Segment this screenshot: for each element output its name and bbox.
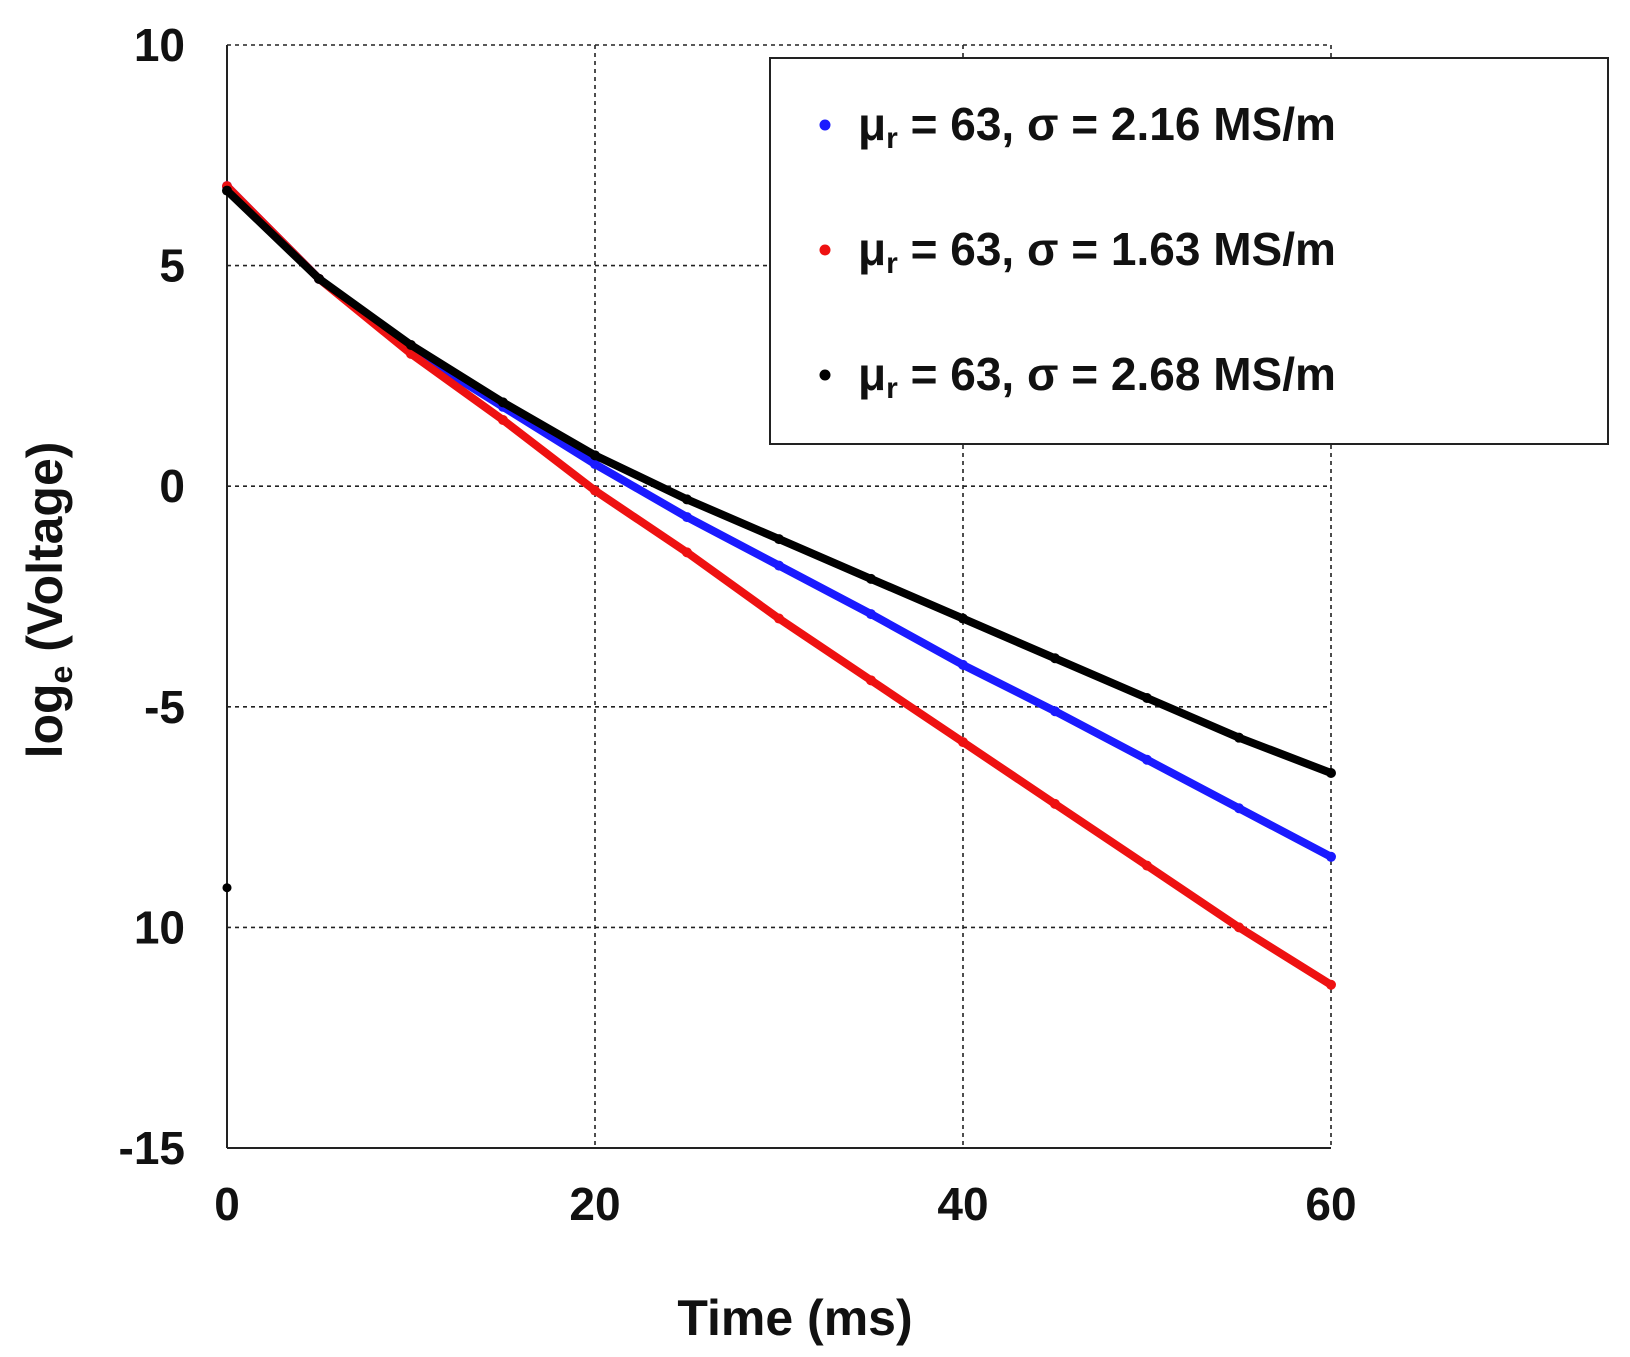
data-point — [682, 512, 692, 523]
y-tick-label: 10 — [134, 901, 185, 953]
data-point — [774, 560, 784, 571]
data-point — [1142, 754, 1152, 765]
ticks-layer: 10 5 0 -5 10 -15 0 20 40 60 — [119, 19, 1357, 1230]
data-point — [958, 659, 968, 670]
y-axis-title-main: log — [17, 683, 73, 758]
data-point — [1142, 860, 1152, 871]
y-tick-label: 0 — [159, 460, 185, 512]
data-point — [958, 737, 968, 748]
x-tick-label: 40 — [937, 1178, 988, 1230]
series-group — [222, 185, 1336, 778]
data-point — [1326, 979, 1336, 990]
y-tick-label: 10 — [134, 19, 185, 71]
y-axis-title-rest: (Voltage) — [17, 442, 73, 666]
legend-label-prefix: μ — [858, 98, 886, 150]
data-point — [590, 485, 600, 496]
outlier-point — [222, 883, 232, 893]
legend-label-prefix: μ — [858, 348, 886, 400]
data-point — [1234, 803, 1244, 814]
data-point — [1234, 732, 1244, 743]
data-point — [774, 534, 784, 545]
legend-label-subscript: r — [886, 122, 898, 155]
legend: μr = 63, σ = 2.16 MS/m μr = 63, σ = 1.63… — [769, 57, 1609, 445]
y-tick-label: -5 — [144, 681, 185, 733]
data-point — [1326, 851, 1336, 862]
data-point — [406, 348, 416, 359]
legend-label-prefix: μ — [858, 223, 886, 275]
legend-marker — [819, 369, 831, 381]
data-point — [866, 573, 876, 584]
axes-layer — [226, 45, 1331, 1149]
data-point — [682, 494, 692, 505]
data-point — [314, 273, 324, 284]
legend-label-suffix: = 63, σ = 2.16 MS/m — [898, 98, 1336, 150]
legend-entry: μr = 63, σ = 1.63 MS/m — [819, 223, 1336, 280]
x-axis-title: Time (ms) — [677, 1290, 912, 1346]
data-point — [498, 415, 508, 426]
y-axis-title-subscript: e — [43, 666, 79, 684]
data-point — [866, 675, 876, 686]
data-point — [958, 613, 968, 624]
data-point — [590, 450, 600, 461]
y-tick-label: 5 — [159, 240, 185, 292]
legend-label: μr = 63, σ = 2.68 MS/m — [858, 348, 1336, 405]
data-point — [774, 613, 784, 624]
y-tick-label: -15 — [119, 1122, 185, 1174]
legend-label-subscript: r — [886, 372, 898, 405]
data-point — [1050, 653, 1060, 664]
legend-entry: μr = 63, σ = 2.16 MS/m — [819, 98, 1336, 155]
data-point — [866, 609, 876, 620]
legend-label-subscript: r — [886, 247, 898, 280]
y-axis-title: loge (Voltage) — [17, 442, 79, 759]
legend-marker — [819, 244, 831, 256]
legend-label-suffix: = 63, σ = 1.63 MS/m — [898, 223, 1336, 275]
data-point — [1050, 706, 1060, 717]
legend-label: μr = 63, σ = 2.16 MS/m — [858, 98, 1336, 155]
data-point — [1234, 922, 1244, 933]
data-point — [1142, 692, 1152, 703]
legend-box — [769, 57, 1609, 445]
legend-entry: μr = 63, σ = 2.68 MS/m — [819, 348, 1336, 405]
data-point — [682, 547, 692, 558]
data-point — [498, 397, 508, 408]
series-group — [222, 181, 1336, 990]
legend-marker — [819, 119, 831, 131]
data-point — [222, 185, 232, 196]
legend-label-suffix: = 63, σ = 2.68 MS/m — [898, 348, 1336, 400]
data-point — [406, 340, 416, 351]
x-tick-label: 60 — [1305, 1178, 1356, 1230]
data-point — [590, 459, 600, 470]
data-layer — [222, 181, 1336, 990]
data-point — [1326, 767, 1336, 778]
x-tick-label: 0 — [214, 1178, 240, 1230]
legend-label: μr = 63, σ = 1.63 MS/m — [858, 223, 1336, 280]
x-tick-label: 20 — [569, 1178, 620, 1230]
data-point — [1050, 798, 1060, 809]
